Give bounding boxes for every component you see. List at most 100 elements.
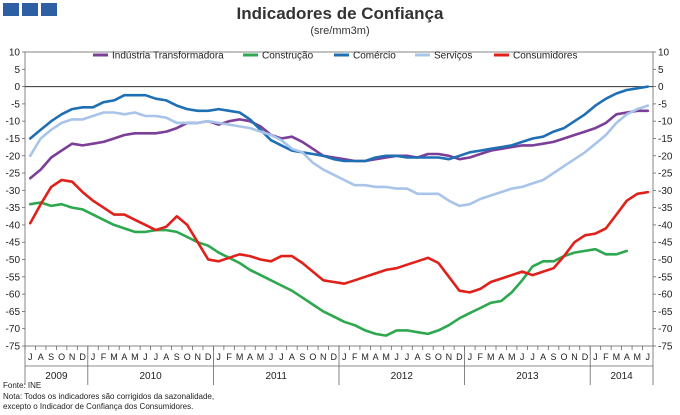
month-label: J — [216, 352, 221, 362]
month-label: J — [279, 352, 284, 362]
y-tick-label-right: 5 — [658, 65, 664, 76]
series-line-industria-transformadora — [28, 109, 650, 180]
y-tick-label-left: -60 — [6, 290, 21, 301]
source-note: Fonte: INE — [3, 381, 42, 390]
month-label: A — [498, 352, 504, 362]
month-label: N — [320, 352, 327, 362]
month-label: J — [520, 352, 525, 362]
month-label: A — [289, 352, 295, 362]
y-tick-label-right: -15 — [658, 134, 673, 145]
month-label: J — [646, 352, 651, 362]
chart-subtitle: (sre/mm3m) — [310, 25, 370, 37]
month-label: D — [79, 352, 86, 362]
month-label: N — [571, 352, 578, 362]
month-label: F — [603, 352, 609, 362]
y-tick-label-right: -10 — [658, 117, 673, 128]
year-label: 2010 — [139, 371, 162, 382]
month-label: M — [361, 352, 369, 362]
legend-label-servicos: Serviços — [434, 51, 472, 62]
y-tick-label-right: -35 — [658, 203, 673, 214]
y-tick-label-right: 0 — [658, 82, 664, 93]
month-label: M — [487, 352, 495, 362]
month-label: O — [309, 352, 316, 362]
y-tick-label-right: -65 — [658, 307, 673, 318]
month-label: J — [593, 352, 598, 362]
y-tick-label-left: -75 — [6, 342, 21, 353]
series-line-comercio — [28, 85, 650, 163]
year-label: 2012 — [391, 371, 414, 382]
y-tick-label-right: -50 — [658, 255, 673, 266]
y-tick-label-left: -40 — [6, 220, 21, 231]
month-label: A — [163, 352, 169, 362]
month-label: M — [634, 352, 642, 362]
y-tick-label-right: -75 — [658, 342, 673, 353]
y-tick-label-left: -20 — [6, 151, 21, 162]
y-tick-label-right: -40 — [658, 220, 673, 231]
y-tick-label-left: -45 — [6, 238, 21, 249]
month-label: O — [58, 352, 65, 362]
y-tick-label-left: 5 — [14, 65, 20, 76]
logo-square-1 — [3, 3, 19, 16]
month-label: A — [373, 352, 379, 362]
axis-layer: 10 10 5 5 0 0 -5 -5 -10 -10 -15 -15 -20 -20 -25 -25 -30 -… — [6, 48, 673, 385]
y-tick-label-left: -15 — [6, 134, 21, 145]
month-label: M — [236, 352, 244, 362]
grid-layer — [24, 51, 654, 347]
y-tick-label-left: -65 — [6, 307, 21, 318]
plot-frame — [24, 51, 654, 347]
seasonal-note: Nota: Todos os indicadores são corrigido… — [3, 391, 215, 401]
month-label: J — [269, 352, 274, 362]
y-tick-label-left: 0 — [14, 82, 20, 93]
legend-label-comercio: Comércio — [353, 51, 396, 62]
month-label: O — [561, 352, 568, 362]
month-label: A — [414, 352, 420, 362]
y-tick-label-right: -60 — [658, 290, 673, 301]
chart-title: Indicadores de Confiança — [236, 4, 444, 23]
year-label: 2009 — [45, 371, 68, 382]
month-label: A — [121, 352, 127, 362]
month-label: A — [624, 352, 630, 362]
month-label: J — [143, 352, 148, 362]
month-label: J — [342, 352, 347, 362]
legend: Indústria Transformadora Construção Comérc… — [93, 51, 577, 62]
month-label: S — [174, 352, 180, 362]
month-label: J — [154, 352, 159, 362]
y-tick-label-right: -45 — [658, 238, 673, 249]
y-tick-label-right: -70 — [658, 324, 673, 335]
y-tick-label-left: -30 — [6, 186, 21, 197]
month-label: A — [540, 352, 546, 362]
series-line-construcao — [28, 201, 629, 337]
y-tick-label-right: -20 — [658, 151, 673, 162]
year-label: 2013 — [516, 371, 539, 382]
y-tick-label-left: -5 — [11, 99, 20, 110]
month-label: A — [247, 352, 253, 362]
y-tick-label-left: -35 — [6, 203, 21, 214]
month-label: M — [257, 352, 265, 362]
month-label: N — [446, 352, 453, 362]
month-label: M — [508, 352, 516, 362]
month-label: O — [435, 352, 442, 362]
y-tick-label-right: -55 — [658, 272, 673, 283]
seasonal-note-continued: excepto o Indicador de Confiança dos Con… — [3, 402, 194, 411]
y-tick-label-right: -25 — [658, 169, 673, 180]
month-label: F — [352, 352, 358, 362]
month-label: O — [184, 352, 191, 362]
legend-label-industria-transformadora: Indústria Transformadora — [112, 51, 224, 62]
month-label: M — [613, 352, 621, 362]
month-label: D — [331, 352, 338, 362]
month-label: M — [131, 352, 139, 362]
y-tick-label-left: -25 — [6, 169, 21, 180]
month-label: S — [425, 352, 431, 362]
y-tick-label-right: 10 — [658, 48, 670, 59]
y-tick-label-left: -55 — [6, 272, 21, 283]
month-label: D — [205, 352, 212, 362]
month-label: J — [405, 352, 410, 362]
month-label: F — [226, 352, 232, 362]
logo-square-2 — [22, 3, 38, 16]
legend-label-consumidores: Consumidores — [513, 51, 577, 62]
month-label: J — [28, 352, 33, 362]
y-tick-label-left: -50 — [6, 255, 21, 266]
month-label: M — [382, 352, 390, 362]
logo-square-3 — [41, 3, 57, 16]
